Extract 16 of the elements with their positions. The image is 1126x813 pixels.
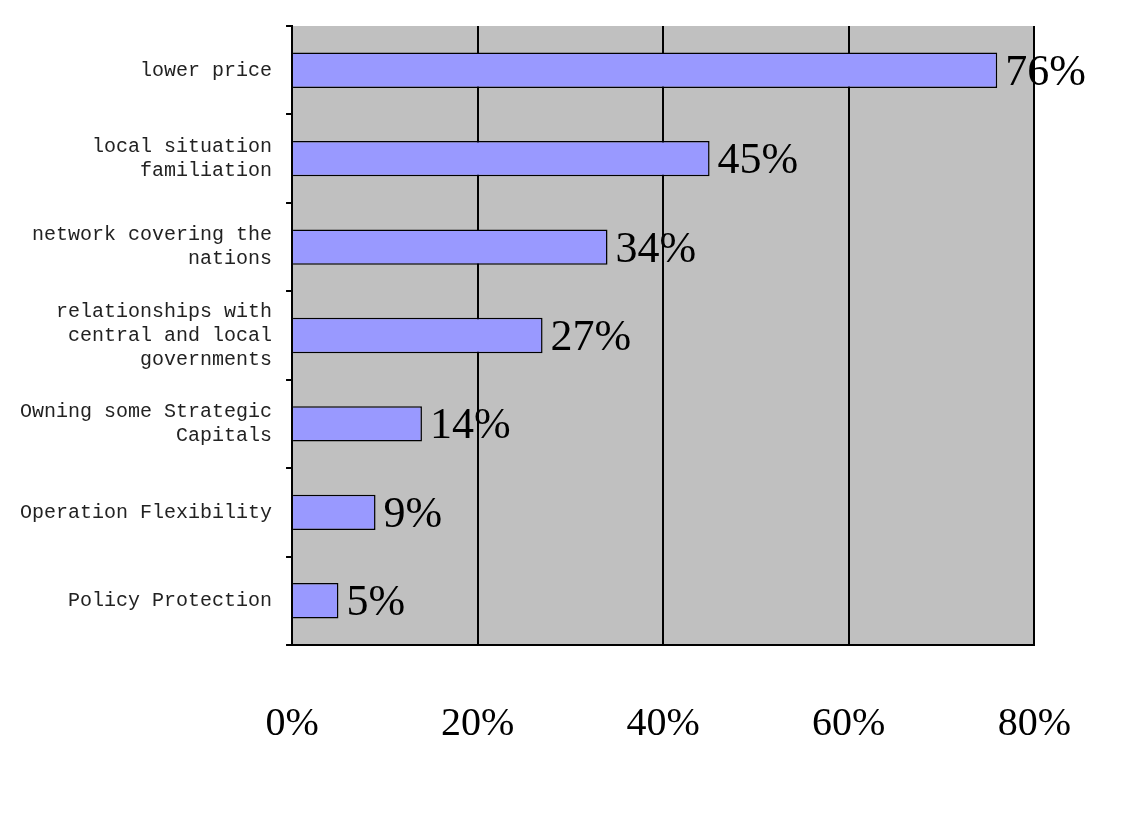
y-tick-label: Policy Protection xyxy=(67,589,273,613)
x-tick-label: 60% xyxy=(812,698,886,744)
x-tick-label: 40% xyxy=(626,698,700,744)
x-tick-label: 80% xyxy=(997,698,1071,744)
y-tick-label: local situation familiation xyxy=(92,134,273,182)
data-label: 45% xyxy=(717,134,799,184)
data-label: 27% xyxy=(550,311,632,361)
y-tick-label: relationships with central and local governments xyxy=(55,299,273,371)
data-label: 5% xyxy=(346,576,406,626)
y-tick-label: network covering the nations xyxy=(31,223,273,271)
y-tick-label: lower price xyxy=(140,58,273,82)
y-tick-label: Owning some Strategic Capitals xyxy=(19,400,273,448)
y-tick-label: Operation Flexibility xyxy=(19,500,273,524)
x-tick-label: 20% xyxy=(440,698,515,744)
x-tick-label: 0% xyxy=(265,698,319,744)
data-label: 9% xyxy=(383,487,443,537)
